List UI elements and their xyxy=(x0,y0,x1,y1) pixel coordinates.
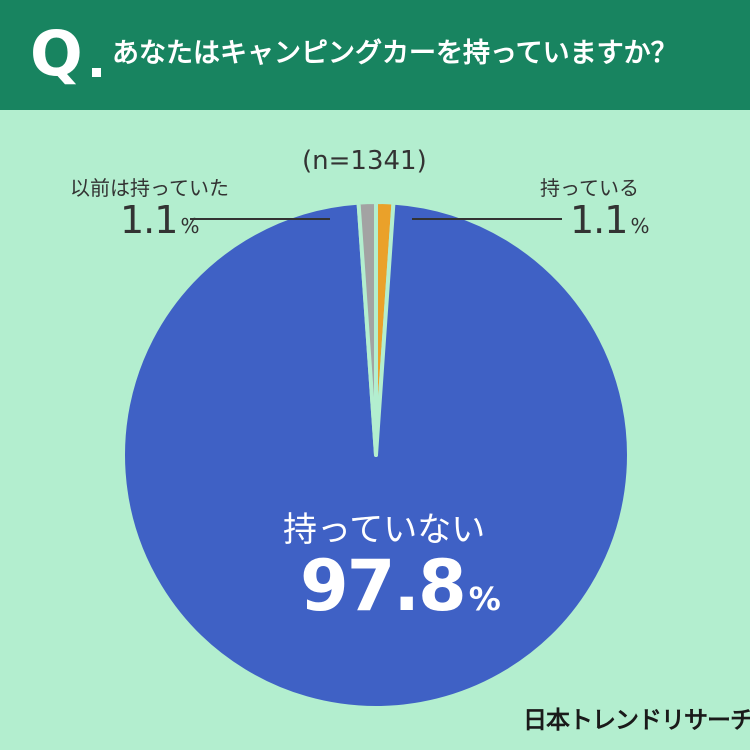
label-owns: 持っている xyxy=(540,176,639,200)
q-mark: Q xyxy=(30,17,83,90)
value-does-not-own: 97.8% xyxy=(300,545,501,627)
value-previously-owned-number: 1.1 xyxy=(120,198,178,242)
value-does-not-own-unit: % xyxy=(468,580,501,618)
question-header: Q あなたはキャンピングカーを持っていますか？ xyxy=(0,0,750,110)
value-owns: 1.1% xyxy=(570,198,649,242)
value-previously-owned-unit: % xyxy=(180,214,199,238)
sample-size-label: (n=1341) xyxy=(302,146,427,176)
value-previously-owned: 1.1% xyxy=(120,198,199,242)
label-previously-owned: 以前は持っていた xyxy=(70,176,229,200)
pie-slices xyxy=(121,199,631,710)
value-owns-number: 1.1 xyxy=(570,198,628,242)
value-owns-unit: % xyxy=(630,214,649,238)
brand-logo-text: 日本トレンドリサーチ xyxy=(523,706,750,734)
value-does-not-own-number: 97.8 xyxy=(300,545,467,627)
pie-slice-previously-owned xyxy=(356,199,378,457)
label-does-not-own: 持っていない xyxy=(283,510,486,550)
question-text: あなたはキャンピングカーを持っていますか？ xyxy=(112,38,678,69)
q-dot xyxy=(92,68,101,77)
